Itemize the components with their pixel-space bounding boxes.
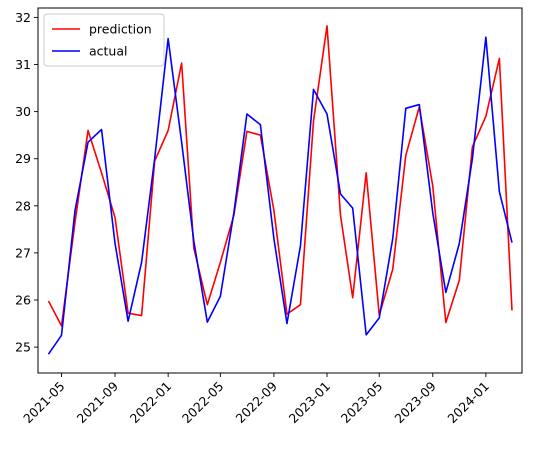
y-tick-label: 28	[15, 198, 31, 213]
x-tick-label: 2023-01	[286, 379, 334, 427]
x-tick-label: 2022-05	[179, 379, 227, 427]
series-line-actual	[47, 36, 513, 355]
x-tick-label: 2023-09	[391, 378, 439, 426]
y-tick-label: 26	[15, 293, 31, 308]
x-tick-label: 2022-09	[232, 378, 280, 426]
series-line-prediction	[47, 25, 513, 327]
y-tick-label: 31	[15, 57, 31, 72]
y-tick-label: 30	[15, 104, 31, 119]
x-tick-label: 2024-01	[444, 379, 492, 427]
series-layer	[47, 25, 513, 355]
legend-label-prediction: prediction	[89, 22, 152, 37]
y-tick-label: 32	[15, 10, 31, 25]
x-axis: 2021-05 2021-09 2022-01 2022-05 2022-09 2023-…	[20, 373, 492, 426]
legend: prediction actual	[43, 13, 165, 67]
x-tick-label: 2022-01	[127, 379, 175, 427]
y-axis: 25 26 27 28 29 30 31 32	[15, 10, 38, 355]
legend-box	[43, 13, 165, 67]
x-tick-label: 2021-05	[20, 379, 68, 427]
x-tick-label: 2023-05	[338, 379, 386, 427]
x-tick-label: 2021-09	[74, 378, 122, 426]
plot-frame	[37, 7, 523, 374]
legend-label-actual: actual	[89, 44, 128, 59]
y-tick-label: 25	[15, 340, 31, 355]
y-tick-label: 27	[15, 245, 31, 260]
y-tick-label: 29	[15, 151, 31, 166]
